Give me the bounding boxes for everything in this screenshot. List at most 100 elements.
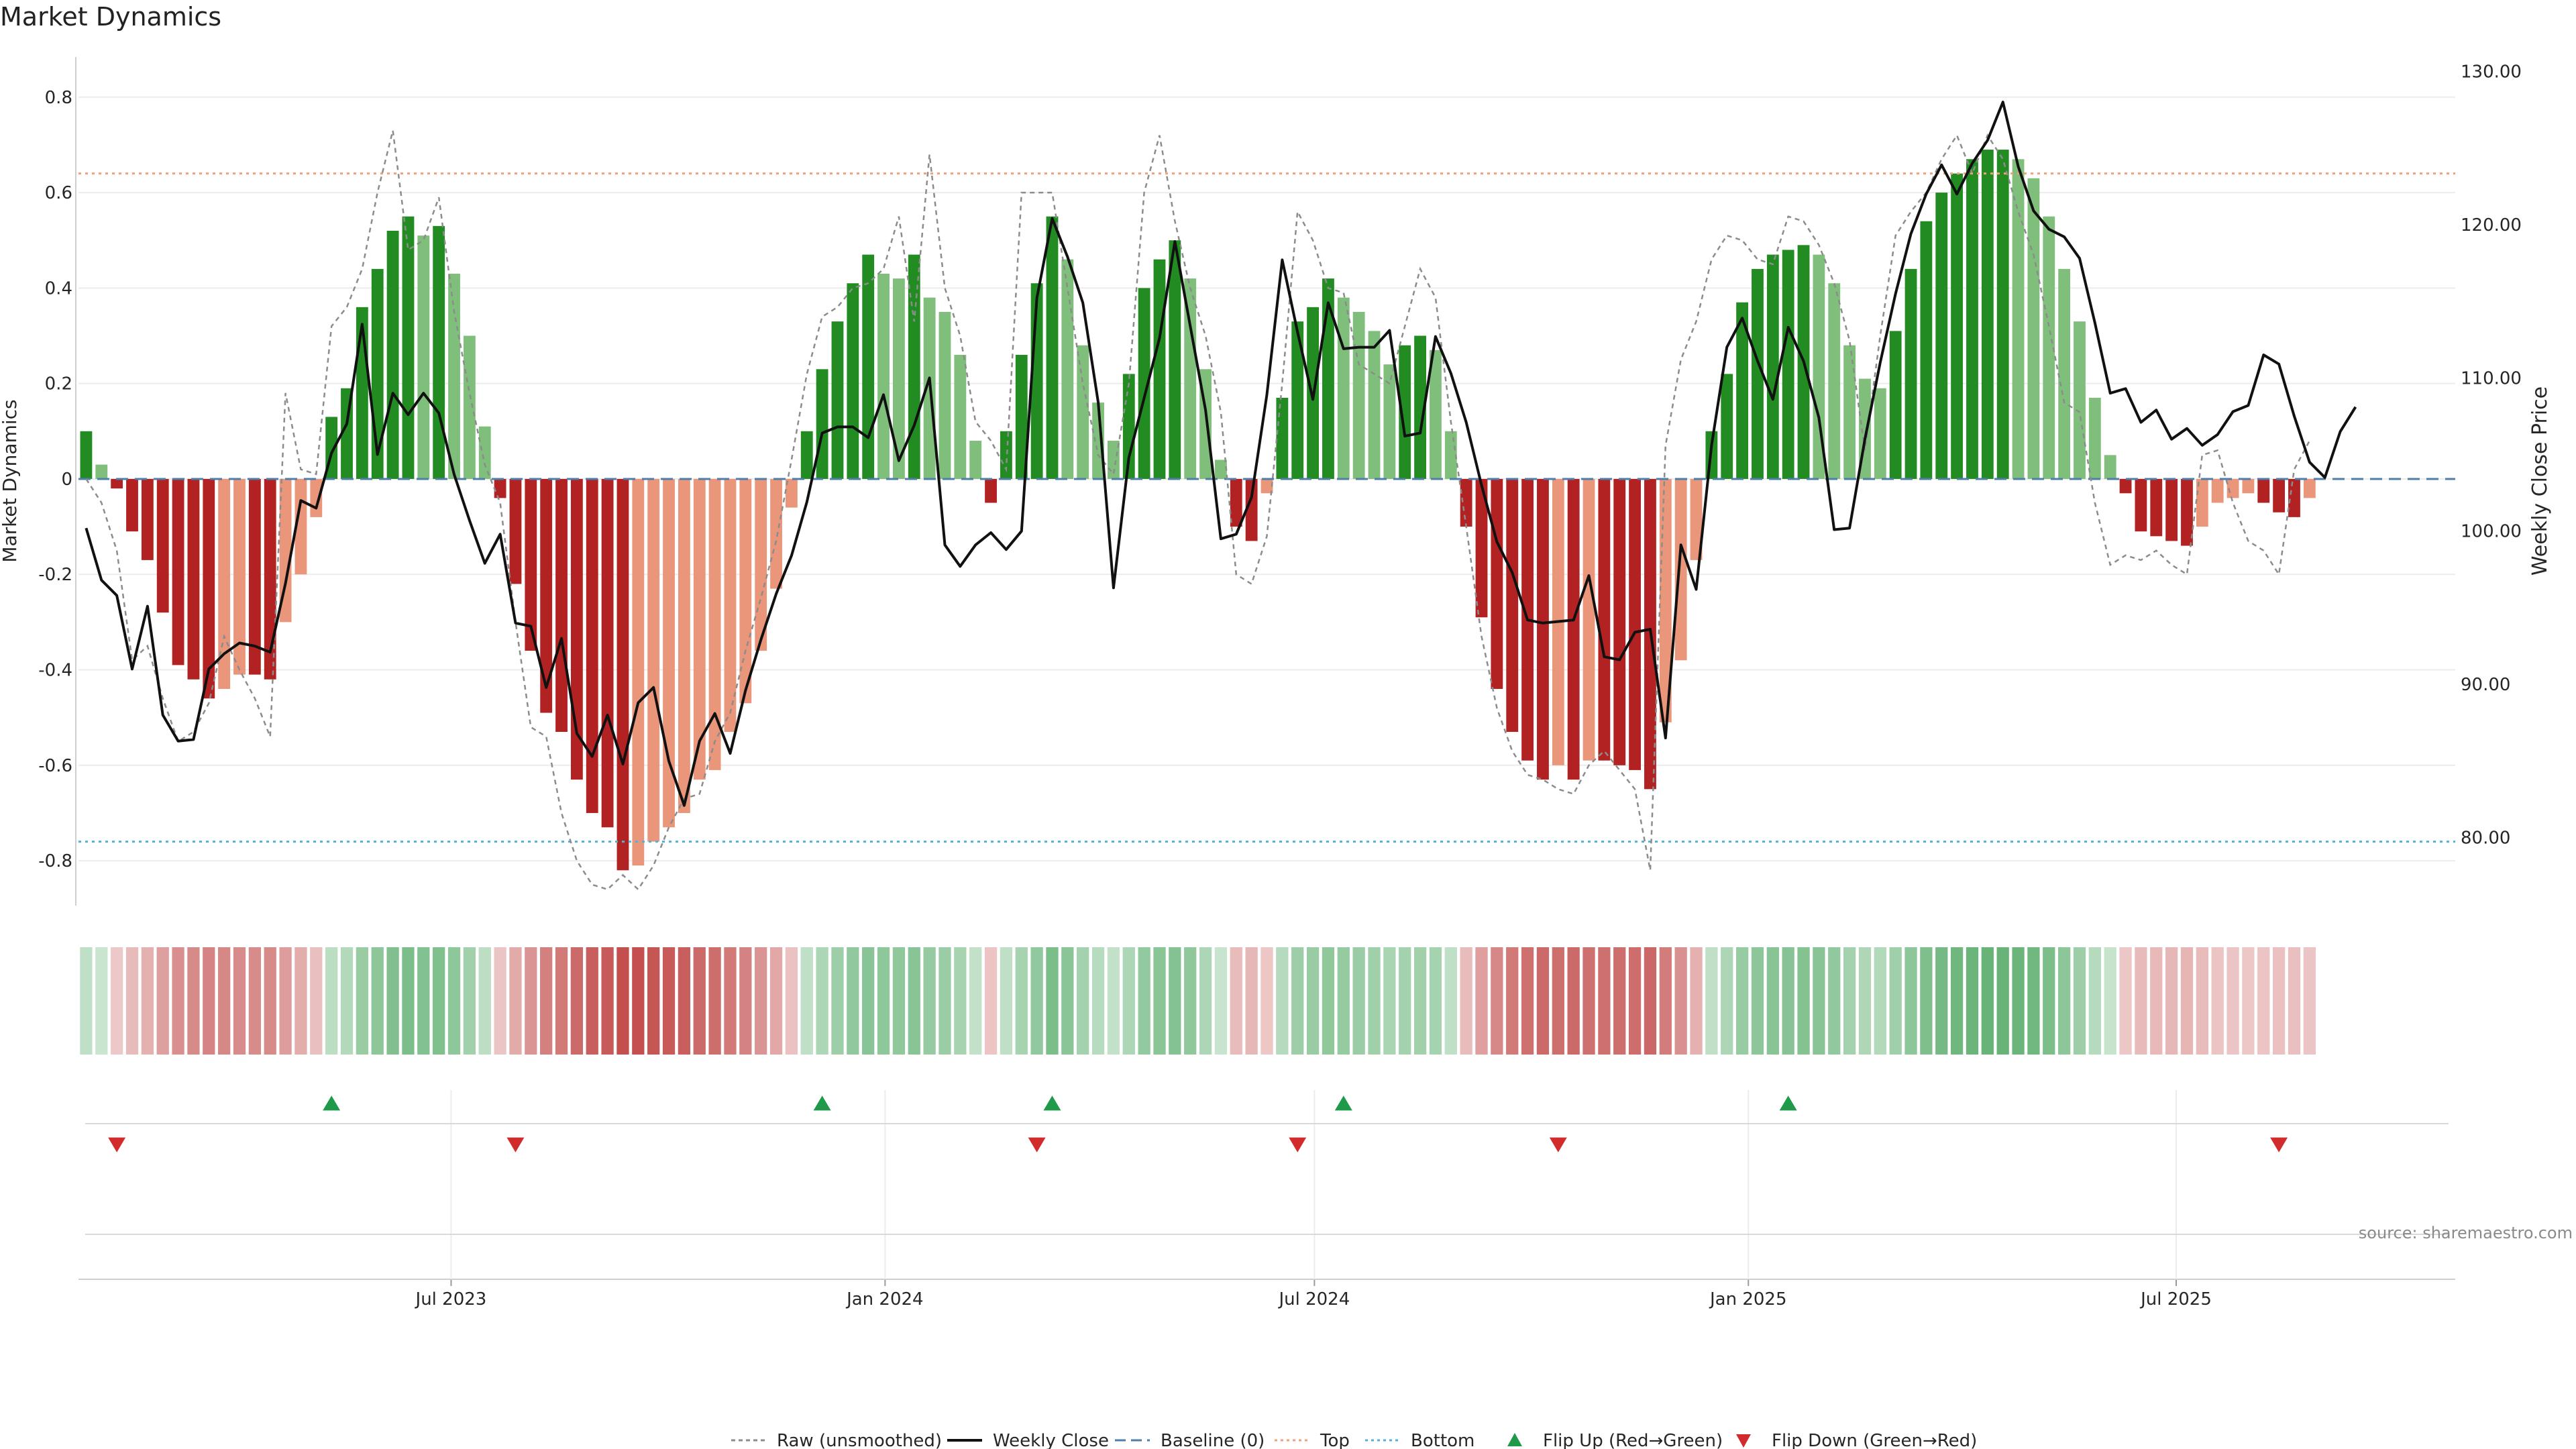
momentum-bar: [2181, 478, 2193, 546]
heat-cell: [831, 947, 844, 1055]
source-note: source: sharemaestro.com: [2359, 1224, 2573, 1242]
momentum-bar: [1245, 478, 1258, 541]
momentum-bar: [1659, 478, 1672, 722]
momentum-bar: [1092, 402, 1104, 479]
momentum-bar: [1537, 478, 1549, 780]
legend-weekly-close: Weekly Close: [947, 1431, 1109, 1449]
left-tick-label: -0.6: [38, 756, 72, 776]
heat-cell: [1230, 947, 1242, 1055]
momentum-bar: [402, 216, 415, 479]
heat-cell: [1015, 947, 1028, 1055]
momentum-bar: [2088, 398, 2101, 479]
legend-bottom-label: Bottom: [1411, 1431, 1474, 1449]
momentum-bar: [1613, 478, 1626, 765]
heat-cell: [693, 947, 706, 1055]
momentum-bar: [463, 335, 476, 479]
heat-cell: [1690, 947, 1703, 1055]
heat-cell: [984, 947, 998, 1055]
momentum-bar: [954, 354, 967, 479]
momentum-bar: [233, 478, 246, 675]
heat-cell: [1444, 947, 1457, 1055]
momentum-bar: [1721, 374, 1733, 479]
heat-cell: [1030, 947, 1043, 1055]
legend-flip-up-label: Flip Up (Red→Green): [1543, 1431, 1723, 1449]
momentum-bar: [2150, 478, 2163, 537]
heat-cell: [2180, 947, 2194, 1055]
momentum-bar: [892, 278, 905, 479]
heat-cell: [1797, 947, 1810, 1055]
heat-cell: [156, 947, 169, 1055]
flip-down-marker: [1549, 1137, 1567, 1152]
heat-cell: [616, 947, 629, 1055]
heat-cell: [755, 947, 767, 1055]
momentum-bar: [1567, 478, 1580, 780]
heat-cell: [1153, 947, 1166, 1055]
right-tick-label: 100.00: [2461, 522, 2522, 542]
heat-cell: [1674, 947, 1687, 1055]
momentum-bar: [494, 478, 506, 498]
heat-cell: [1000, 947, 1013, 1055]
heat-cell: [187, 947, 200, 1055]
momentum-bar: [862, 254, 875, 479]
momentum-bar: [1169, 240, 1181, 479]
heat-cell: [892, 947, 906, 1055]
momentum-bar: [570, 478, 583, 780]
heat-cell: [908, 947, 920, 1055]
heat-cell: [1766, 947, 1779, 1055]
heat-cell: [356, 947, 369, 1055]
momentum-bar: [2043, 216, 2055, 479]
momentum-bar: [601, 478, 614, 828]
momentum-bar: [2257, 478, 2270, 503]
heat-cell: [125, 947, 139, 1055]
heat-cell: [218, 947, 231, 1055]
heat-cell: [724, 947, 737, 1055]
heat-cell: [1920, 947, 1933, 1055]
heat-cell: [1306, 947, 1320, 1055]
momentum-bar: [1291, 321, 1304, 479]
heat-cell: [2027, 947, 2040, 1055]
flip-down-marker: [1028, 1137, 1046, 1152]
heat-cell: [1996, 947, 2009, 1055]
legend-flip-down: Flip Down (Green→Red): [1736, 1431, 1977, 1449]
momentum-bar: [1215, 460, 1227, 479]
right-tick-label: 130.00: [2461, 62, 2522, 82]
heat-cell: [800, 947, 813, 1055]
momentum-bar: [1444, 431, 1457, 479]
heat-cell: [2135, 947, 2147, 1055]
heat-cell: [938, 947, 951, 1055]
momentum-bar: [525, 478, 537, 651]
momentum-bar: [1491, 478, 1503, 689]
heat-cell: [2242, 947, 2255, 1055]
heat-cell: [2150, 947, 2163, 1055]
heat-cell: [1352, 947, 1365, 1055]
momentum-bar: [2119, 478, 2132, 494]
heat-cell: [1828, 947, 1841, 1055]
momentum-bar: [2303, 478, 2316, 498]
heat-cell: [111, 947, 123, 1055]
chart-title: Market Dynamics: [0, 2, 221, 32]
left-tick-label: 0.2: [45, 374, 72, 394]
momentum-bar: [1981, 150, 1994, 479]
legend-flip-down-swatch: [1736, 1434, 1751, 1448]
heat-cell: [862, 947, 875, 1055]
heat-cell: [1214, 947, 1228, 1055]
heat-cell: [2211, 947, 2224, 1055]
momentum-bar: [1935, 193, 1948, 479]
legend-baseline-label: Baseline (0): [1161, 1431, 1265, 1449]
heat-cell: [1245, 947, 1258, 1055]
right-tick-label: 80.00: [2461, 828, 2510, 849]
momentum-bar: [816, 369, 828, 479]
momentum-bar: [2012, 159, 2025, 479]
momentum-bar: [417, 235, 430, 479]
heat-cell: [969, 947, 982, 1055]
momentum-bar: [1506, 478, 1519, 732]
momentum-bar: [2104, 455, 2116, 479]
momentum-bar: [172, 478, 184, 665]
momentum-bar: [2288, 478, 2300, 517]
momentum-bar: [1046, 216, 1059, 479]
heat-cell: [708, 947, 721, 1055]
momentum-bar: [724, 478, 737, 732]
heat-cell: [785, 947, 798, 1055]
momentum-bar: [2135, 478, 2147, 532]
